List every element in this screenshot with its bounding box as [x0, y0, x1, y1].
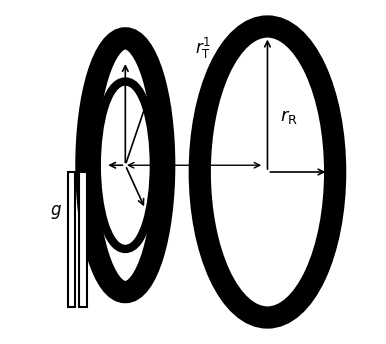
Ellipse shape: [200, 26, 335, 318]
Text: $g$: $g$: [50, 203, 62, 221]
Text: $r_{\mathrm{T}}^{1}$: $r_{\mathrm{T}}^{1}$: [195, 36, 212, 61]
Bar: [79, 172, 87, 308]
Text: $r_{\mathrm{R}}$: $r_{\mathrm{R}}$: [279, 108, 298, 126]
Text: $r_{\mathrm{T}}^{2}$: $r_{\mathrm{T}}^{2}$: [157, 104, 173, 129]
Bar: [68, 172, 75, 308]
Text: $D$: $D$: [161, 140, 175, 159]
Ellipse shape: [86, 38, 164, 292]
Ellipse shape: [101, 86, 150, 245]
